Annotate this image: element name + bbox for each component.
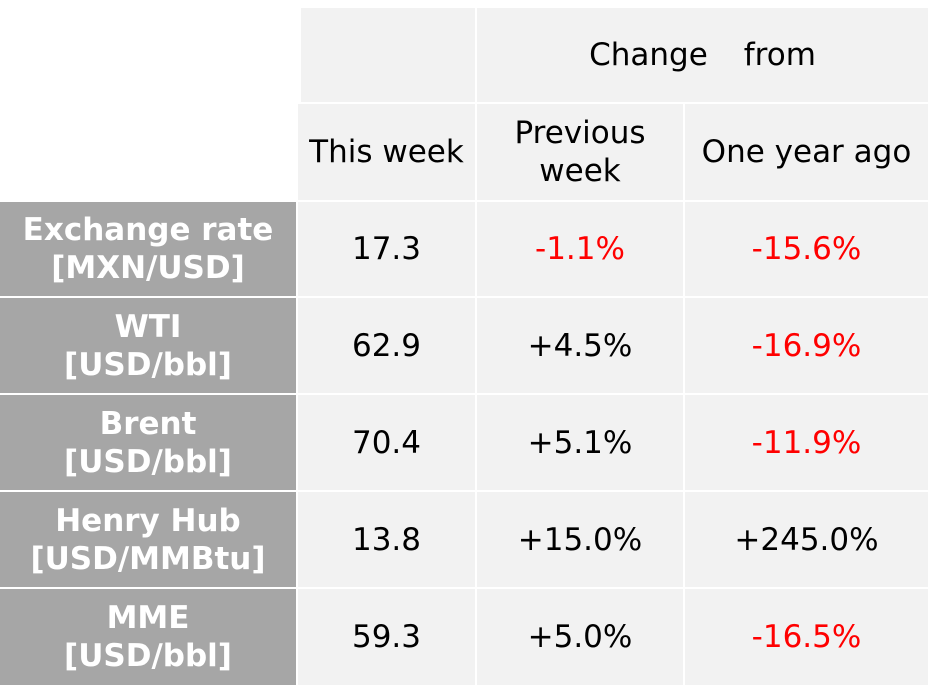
row-label-line1: Brent bbox=[99, 405, 197, 442]
cell-year-ago: -16.5% bbox=[685, 589, 928, 685]
row-label-line1: Henry Hub bbox=[55, 502, 241, 539]
header-previous-week: Previous week bbox=[477, 104, 683, 200]
cell-year-ago: -15.6% bbox=[685, 202, 928, 296]
value-prev-week: +5.0% bbox=[527, 619, 633, 655]
row-label-line1: MME bbox=[106, 600, 190, 636]
header-blank bbox=[301, 8, 475, 102]
row-label-line2: [USD/MMBtu] bbox=[30, 540, 266, 577]
header-previous-week-line2: week bbox=[539, 153, 621, 189]
row-label-line2: [USD/bbl] bbox=[64, 638, 232, 674]
cell-this-week: 59.3 bbox=[298, 589, 475, 685]
row-label-mme: MME [USD/bbl] bbox=[0, 589, 296, 685]
row-label-exchange-rate: Exchange rate [MXN/USD] bbox=[0, 202, 296, 296]
cell-this-week: 62.9 bbox=[298, 298, 475, 393]
value-this-week: 70.4 bbox=[351, 424, 422, 461]
row-label-line2: [USD/bbl] bbox=[64, 443, 232, 480]
cell-year-ago: -11.9% bbox=[685, 395, 928, 490]
cell-this-week: 70.4 bbox=[298, 395, 475, 490]
row-label-line1: WTI bbox=[114, 308, 182, 345]
row-label-wti: WTI [USD/bbl] bbox=[0, 298, 296, 393]
row-label-brent: Brent [USD/bbl] bbox=[0, 395, 296, 490]
cell-prev-week: +5.1% bbox=[477, 395, 683, 490]
cell-year-ago: +245.0% bbox=[685, 492, 928, 587]
cell-this-week: 17.3 bbox=[298, 202, 475, 296]
cell-year-ago: -16.9% bbox=[685, 298, 928, 393]
value-year-ago: -16.9% bbox=[751, 327, 862, 364]
row-label-line2: [USD/bbl] bbox=[64, 346, 232, 383]
value-this-week: 62.9 bbox=[351, 327, 422, 364]
value-prev-week: -1.1% bbox=[535, 231, 625, 267]
cell-this-week: 13.8 bbox=[298, 492, 475, 587]
header-change-word: Change bbox=[589, 37, 708, 73]
header-previous-week-line1: Previous bbox=[514, 115, 646, 151]
value-prev-week: +15.0% bbox=[517, 521, 643, 558]
cell-prev-week: +5.0% bbox=[477, 589, 683, 685]
header-this-week: This week bbox=[298, 104, 475, 200]
value-year-ago: -15.6% bbox=[751, 231, 862, 267]
header-one-year-ago-label: One year ago bbox=[701, 134, 912, 170]
value-year-ago: -16.5% bbox=[751, 619, 862, 655]
header-change-from: Change from bbox=[477, 8, 928, 102]
header-from-word: from bbox=[743, 37, 816, 73]
row-label-line1: Exchange rate bbox=[22, 212, 274, 248]
value-prev-week: +4.5% bbox=[527, 327, 633, 364]
value-year-ago: -11.9% bbox=[751, 424, 862, 461]
row-label-line2: [MXN/USD] bbox=[51, 250, 245, 286]
cell-prev-week: -1.1% bbox=[477, 202, 683, 296]
row-label-henry-hub: Henry Hub [USD/MMBtu] bbox=[0, 492, 296, 587]
header-one-year-ago: One year ago bbox=[685, 104, 928, 200]
header-this-week-label: This week bbox=[309, 134, 464, 170]
value-year-ago: +245.0% bbox=[734, 521, 879, 558]
cell-prev-week: +4.5% bbox=[477, 298, 683, 393]
value-this-week: 17.3 bbox=[351, 231, 422, 267]
cell-prev-week: +15.0% bbox=[477, 492, 683, 587]
value-this-week: 13.8 bbox=[351, 521, 422, 558]
value-this-week: 59.3 bbox=[351, 619, 422, 655]
value-prev-week: +5.1% bbox=[527, 424, 633, 461]
